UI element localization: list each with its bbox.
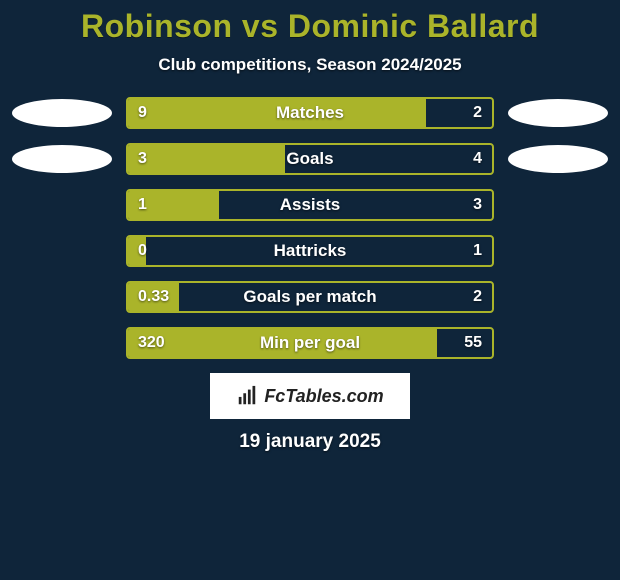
stat-value-right: 4 [463,145,492,173]
stat-bar-fill [128,237,146,265]
stat-row: Assists13 [12,189,608,221]
stat-row: Min per goal32055 [12,327,608,359]
stat-row: Hattricks01 [12,235,608,267]
comparison-infographic: Robinson vs Dominic Ballard Club competi… [0,0,620,453]
stat-bar: Matches92 [126,97,494,129]
stat-label: Hattricks [128,237,492,265]
date-label: 19 january 2025 [0,431,620,453]
player-left-oval [12,145,112,173]
stat-bar: Goals34 [126,143,494,175]
stat-bar: Goals per match0.332 [126,281,494,313]
player-right-oval [508,99,608,127]
stat-value-right: 55 [454,329,492,357]
stat-value-right: 1 [463,237,492,265]
stat-bar-fill [128,283,179,311]
player-left-oval [12,99,112,127]
stat-value-right: 2 [463,283,492,311]
stat-bar-fill [128,145,285,173]
logo-text: FcTables.com [264,386,383,407]
page-subtitle: Club competitions, Season 2024/2025 [0,55,620,75]
stat-bar-fill [128,191,219,219]
stat-bar: Hattricks01 [126,235,494,267]
stat-value-right: 3 [463,191,492,219]
stat-bar-fill [128,329,437,357]
player-right-oval [508,145,608,173]
page-title: Robinson vs Dominic Ballard [0,8,620,45]
stat-label: Goals per match [128,283,492,311]
stat-row: Goals34 [12,143,608,175]
stat-row: Matches92 [12,97,608,129]
source-logo: FcTables.com [210,373,410,419]
stat-bar-fill [128,99,426,127]
stat-bar: Assists13 [126,189,494,221]
barchart-icon [236,385,258,407]
stat-row: Goals per match0.332 [12,281,608,313]
chart-area: Matches92 Goals34 Assists13 Hattricks01 Goal… [0,97,620,359]
stat-value-right: 2 [463,99,492,127]
stat-bar: Min per goal32055 [126,327,494,359]
